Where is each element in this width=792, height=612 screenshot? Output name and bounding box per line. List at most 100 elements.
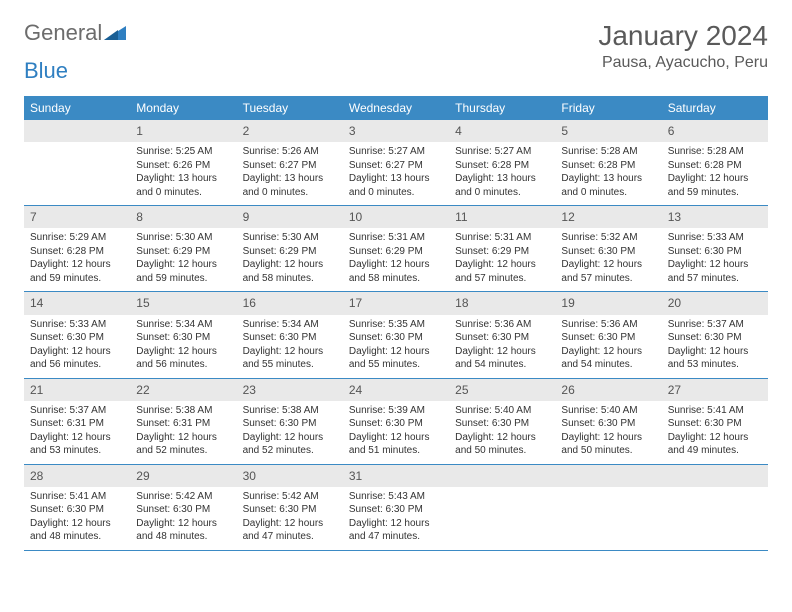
day-number: 22 (130, 379, 236, 401)
calendar-cell: 28Sunrise: 5:41 AMSunset: 6:30 PMDayligh… (24, 465, 130, 551)
day-number: 17 (343, 292, 449, 314)
calendar-cell: 9Sunrise: 5:30 AMSunset: 6:29 PMDaylight… (237, 206, 343, 292)
calendar-cell: 6Sunrise: 5:28 AMSunset: 6:28 PMDaylight… (662, 120, 768, 206)
sunrise-line: Sunrise: 5:35 AM (349, 318, 443, 332)
sunrise-line: Sunrise: 5:29 AM (30, 231, 124, 245)
sunrise-line: Sunrise: 5:34 AM (243, 318, 337, 332)
daylight-line: Daylight: 12 hours and 58 minutes. (243, 258, 337, 285)
day-number: 20 (662, 292, 768, 314)
day-number: 25 (449, 379, 555, 401)
sunset-line: Sunset: 6:28 PM (455, 159, 549, 173)
day-number: 8 (130, 206, 236, 228)
day-number: 3 (343, 120, 449, 142)
weekday-header: Sunday (24, 96, 130, 120)
calendar-cell: 31Sunrise: 5:43 AMSunset: 6:30 PMDayligh… (343, 465, 449, 551)
title-block: January 2024 Pausa, Ayacucho, Peru (598, 20, 768, 72)
day-number: 29 (130, 465, 236, 487)
day-number: 18 (449, 292, 555, 314)
calendar-cell: 21Sunrise: 5:37 AMSunset: 6:31 PMDayligh… (24, 379, 130, 465)
brand-word-1: General (24, 20, 102, 46)
calendar-grid: SundayMondayTuesdayWednesdayThursdayFrid… (24, 96, 768, 551)
sunset-line: Sunset: 6:30 PM (243, 331, 337, 345)
daylight-line: Daylight: 13 hours and 0 minutes. (561, 172, 655, 199)
daylight-line: Daylight: 12 hours and 59 minutes. (668, 172, 762, 199)
day-number: 5 (555, 120, 661, 142)
day-details: Sunrise: 5:41 AMSunset: 6:30 PMDaylight:… (24, 487, 130, 550)
calendar-cell: 1Sunrise: 5:25 AMSunset: 6:26 PMDaylight… (130, 120, 236, 206)
day-number: 6 (662, 120, 768, 142)
sunset-line: Sunset: 6:28 PM (30, 245, 124, 259)
month-title: January 2024 (598, 20, 768, 52)
sunset-line: Sunset: 6:27 PM (349, 159, 443, 173)
daylight-line: Daylight: 12 hours and 48 minutes. (136, 517, 230, 544)
day-details: Sunrise: 5:40 AMSunset: 6:30 PMDaylight:… (555, 401, 661, 464)
day-number: 28 (24, 465, 130, 487)
day-number: 26 (555, 379, 661, 401)
day-details: Sunrise: 5:29 AMSunset: 6:28 PMDaylight:… (24, 228, 130, 291)
sunset-line: Sunset: 6:28 PM (561, 159, 655, 173)
sunset-line: Sunset: 6:29 PM (349, 245, 443, 259)
sunrise-line: Sunrise: 5:42 AM (243, 490, 337, 504)
sunset-line: Sunset: 6:30 PM (561, 331, 655, 345)
sunset-line: Sunset: 6:31 PM (136, 417, 230, 431)
day-number: 4 (449, 120, 555, 142)
calendar-cell: 19Sunrise: 5:36 AMSunset: 6:30 PMDayligh… (555, 292, 661, 378)
day-details: Sunrise: 5:31 AMSunset: 6:29 PMDaylight:… (343, 228, 449, 291)
day-number: 27 (662, 379, 768, 401)
day-number: 7 (24, 206, 130, 228)
weekday-header: Thursday (449, 96, 555, 120)
sunrise-line: Sunrise: 5:30 AM (243, 231, 337, 245)
day-details: Sunrise: 5:35 AMSunset: 6:30 PMDaylight:… (343, 315, 449, 378)
calendar-cell: 18Sunrise: 5:36 AMSunset: 6:30 PMDayligh… (449, 292, 555, 378)
sunset-line: Sunset: 6:30 PM (30, 331, 124, 345)
day-details: Sunrise: 5:40 AMSunset: 6:30 PMDaylight:… (449, 401, 555, 464)
sunrise-line: Sunrise: 5:41 AM (668, 404, 762, 418)
sunset-line: Sunset: 6:26 PM (136, 159, 230, 173)
calendar-cell: 8Sunrise: 5:30 AMSunset: 6:29 PMDaylight… (130, 206, 236, 292)
brand-triangle-icon (104, 20, 126, 46)
sunrise-line: Sunrise: 5:37 AM (668, 318, 762, 332)
sunrise-line: Sunrise: 5:34 AM (136, 318, 230, 332)
calendar-cell: 20Sunrise: 5:37 AMSunset: 6:30 PMDayligh… (662, 292, 768, 378)
sunrise-line: Sunrise: 5:28 AM (561, 145, 655, 159)
daylight-line: Daylight: 12 hours and 52 minutes. (243, 431, 337, 458)
sunset-line: Sunset: 6:30 PM (136, 503, 230, 517)
sunrise-line: Sunrise: 5:40 AM (561, 404, 655, 418)
day-details: Sunrise: 5:33 AMSunset: 6:30 PMDaylight:… (662, 228, 768, 291)
sunset-line: Sunset: 6:30 PM (136, 331, 230, 345)
sunrise-line: Sunrise: 5:41 AM (30, 490, 124, 504)
day-details: Sunrise: 5:39 AMSunset: 6:30 PMDaylight:… (343, 401, 449, 464)
calendar-cell: 24Sunrise: 5:39 AMSunset: 6:30 PMDayligh… (343, 379, 449, 465)
calendar-cell: 2Sunrise: 5:26 AMSunset: 6:27 PMDaylight… (237, 120, 343, 206)
sunset-line: Sunset: 6:29 PM (455, 245, 549, 259)
day-number: 16 (237, 292, 343, 314)
sunset-line: Sunset: 6:30 PM (455, 417, 549, 431)
day-details: Sunrise: 5:34 AMSunset: 6:30 PMDaylight:… (237, 315, 343, 378)
calendar-cell: 3Sunrise: 5:27 AMSunset: 6:27 PMDaylight… (343, 120, 449, 206)
day-number: 13 (662, 206, 768, 228)
daylight-line: Daylight: 12 hours and 49 minutes. (668, 431, 762, 458)
daylight-line: Daylight: 12 hours and 52 minutes. (136, 431, 230, 458)
weekday-header: Tuesday (237, 96, 343, 120)
sunrise-line: Sunrise: 5:42 AM (136, 490, 230, 504)
weekday-header: Saturday (662, 96, 768, 120)
day-number: 11 (449, 206, 555, 228)
sunrise-line: Sunrise: 5:30 AM (136, 231, 230, 245)
calendar-cell: 4Sunrise: 5:27 AMSunset: 6:28 PMDaylight… (449, 120, 555, 206)
sunset-line: Sunset: 6:30 PM (349, 503, 443, 517)
daylight-line: Daylight: 12 hours and 48 minutes. (30, 517, 124, 544)
sunset-line: Sunset: 6:30 PM (455, 331, 549, 345)
day-details: Sunrise: 5:36 AMSunset: 6:30 PMDaylight:… (449, 315, 555, 378)
daylight-line: Daylight: 13 hours and 0 minutes. (349, 172, 443, 199)
day-number: 30 (237, 465, 343, 487)
daylight-line: Daylight: 12 hours and 47 minutes. (349, 517, 443, 544)
sunset-line: Sunset: 6:30 PM (243, 417, 337, 431)
daylight-line: Daylight: 12 hours and 57 minutes. (561, 258, 655, 285)
daylight-line: Daylight: 12 hours and 56 minutes. (136, 345, 230, 372)
day-details: Sunrise: 5:32 AMSunset: 6:30 PMDaylight:… (555, 228, 661, 291)
brand-logo: General (24, 20, 128, 46)
calendar-cell: 25Sunrise: 5:40 AMSunset: 6:30 PMDayligh… (449, 379, 555, 465)
calendar-cell-empty (662, 465, 768, 551)
sunrise-line: Sunrise: 5:25 AM (136, 145, 230, 159)
day-number: 12 (555, 206, 661, 228)
